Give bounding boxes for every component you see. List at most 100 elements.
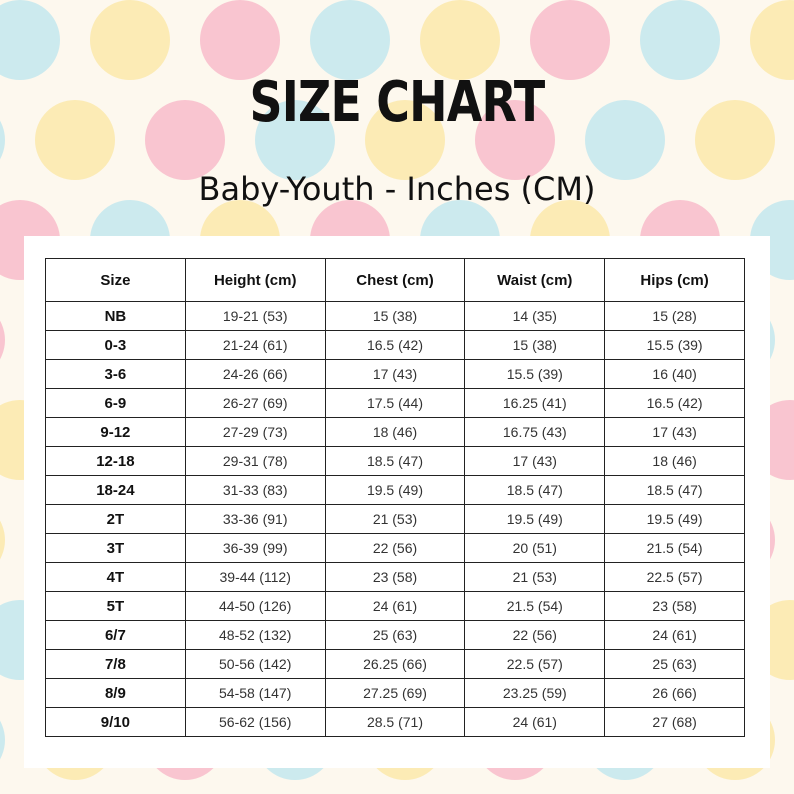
measure-cell: 16.75 (43)	[464, 417, 606, 447]
size-cell: 6/7	[45, 620, 186, 650]
measure-cell: 18.5 (47)	[324, 446, 466, 476]
measure-cell: 17 (43)	[604, 417, 745, 447]
measure-cell: 21.5 (54)	[464, 591, 606, 621]
dot	[145, 100, 225, 180]
table-row: 18-24 31-33 (83) 19.5 (49) 18.5 (47) 18.5 (4…	[45, 475, 745, 505]
measure-cell: 24 (61)	[464, 707, 606, 737]
table-row: 9/10 56-62 (156) 28.5 (71) 24 (61) 27 (68)	[45, 707, 745, 737]
size-table: Size Height (cm) Chest (cm) Waist (cm) Hips …	[45, 258, 745, 737]
dot	[585, 100, 665, 180]
measure-cell: 18 (46)	[604, 446, 745, 476]
measure-cell: 19.5 (49)	[324, 475, 466, 505]
dot	[90, 0, 170, 80]
size-cell: 0-3	[45, 330, 186, 360]
measure-cell: 50-56 (142)	[184, 649, 326, 679]
column-header: Chest (cm)	[324, 258, 466, 302]
measure-cell: 15 (28)	[604, 301, 745, 331]
measure-cell: 15 (38)	[464, 330, 606, 360]
measure-cell: 27-29 (73)	[184, 417, 326, 447]
measure-cell: 19.5 (49)	[464, 504, 606, 534]
table-row: 8/9 54-58 (147) 27.25 (69) 23.25 (59) 26 (66…	[45, 678, 745, 708]
measure-cell: 21.5 (54)	[604, 533, 745, 563]
measure-cell: 15 (38)	[324, 301, 466, 331]
measure-cell: 54-58 (147)	[184, 678, 326, 708]
measure-cell: 22.5 (57)	[464, 649, 606, 679]
measure-cell: 22 (56)	[464, 620, 606, 650]
measure-cell: 26.25 (66)	[324, 649, 466, 679]
dot	[695, 100, 775, 180]
measure-cell: 27.25 (69)	[324, 678, 466, 708]
table-row: 6/7 48-52 (132) 25 (63) 22 (56) 24 (61)	[45, 620, 745, 650]
dot	[750, 0, 794, 80]
table-body: NB 19-21 (53) 15 (38) 14 (35) 15 (28) 0-3 21-2…	[45, 301, 745, 737]
size-cell: 5T	[45, 591, 186, 621]
measure-cell: 16.5 (42)	[324, 330, 466, 360]
measure-cell: 23 (58)	[324, 562, 466, 592]
measure-cell: 21 (53)	[324, 504, 466, 534]
title: SIZE CHART	[249, 70, 546, 135]
measure-cell: 15.5 (39)	[604, 330, 745, 360]
measure-cell: 16 (40)	[604, 359, 745, 389]
measure-cell: 17.5 (44)	[324, 388, 466, 418]
dot	[365, 100, 445, 180]
table-row: 3-6 24-26 (66) 17 (43) 15.5 (39) 16 (40)	[45, 359, 745, 389]
dot	[0, 120, 5, 160]
dot	[420, 0, 500, 80]
measure-cell: 18.5 (47)	[464, 475, 606, 505]
measure-cell: 16.25 (41)	[464, 388, 606, 418]
measure-cell: 39-44 (112)	[184, 562, 326, 592]
dot	[475, 100, 555, 180]
measure-cell: 36-39 (99)	[184, 533, 326, 563]
column-header: Size	[45, 258, 186, 302]
size-cell: 8/9	[45, 678, 186, 708]
table-row: 9-12 27-29 (73) 18 (46) 16.75 (43) 17 (43)	[45, 417, 745, 447]
measure-cell: 24 (61)	[604, 620, 745, 650]
measure-cell: 24-26 (66)	[184, 359, 326, 389]
size-cell: 3T	[45, 533, 186, 563]
subtitle: Baby-Youth - Inches (CM)	[198, 170, 596, 208]
size-cell: 9-12	[45, 417, 186, 447]
measure-cell: 33-36 (91)	[184, 504, 326, 534]
size-cell: 2T	[45, 504, 186, 534]
table-row: 12-18 29-31 (78) 18.5 (47) 17 (43) 18 (46)	[45, 446, 745, 476]
column-header: Waist (cm)	[464, 258, 606, 302]
measure-cell: 21 (53)	[464, 562, 606, 592]
dot	[200, 0, 280, 80]
measure-cell: 22 (56)	[324, 533, 466, 563]
measure-cell: 25 (63)	[324, 620, 466, 650]
measure-cell: 16.5 (42)	[604, 388, 745, 418]
table-row: 6-9 26-27 (69) 17.5 (44) 16.25 (41) 16.5 (42…	[45, 388, 745, 418]
measure-cell: 23.25 (59)	[464, 678, 606, 708]
measure-cell: 27 (68)	[604, 707, 745, 737]
dot	[0, 320, 5, 360]
size-cell: 3-6	[45, 359, 186, 389]
column-header: Height (cm)	[184, 258, 326, 302]
measure-cell: 19.5 (49)	[604, 504, 745, 534]
measure-cell: 14 (35)	[464, 301, 606, 331]
table-row: 7/8 50-56 (142) 26.25 (66) 22.5 (57) 25 (63)	[45, 649, 745, 679]
measure-cell: 18.5 (47)	[604, 475, 745, 505]
measure-cell: 48-52 (132)	[184, 620, 326, 650]
column-header: Hips (cm)	[604, 258, 745, 302]
measure-cell: 44-50 (126)	[184, 591, 326, 621]
dot	[35, 100, 115, 180]
table-row: 2T 33-36 (91) 21 (53) 19.5 (49) 19.5 (49)	[45, 504, 745, 534]
measure-cell: 21-24 (61)	[184, 330, 326, 360]
table-row: 0-3 21-24 (61) 16.5 (42) 15 (38) 15.5 (39)	[45, 330, 745, 360]
size-cell: 7/8	[45, 649, 186, 679]
table-row: 5T 44-50 (126) 24 (61) 21.5 (54) 23 (58)	[45, 591, 745, 621]
dot	[255, 100, 335, 180]
dot	[640, 0, 720, 80]
measure-cell: 56-62 (156)	[184, 707, 326, 737]
header-row: Size Height (cm) Chest (cm) Waist (cm) Hips …	[45, 258, 745, 302]
table-row: 3T 36-39 (99) 22 (56) 20 (51) 21.5 (54)	[45, 533, 745, 563]
dot	[530, 0, 610, 80]
dot	[0, 520, 5, 560]
size-cell: 9/10	[45, 707, 186, 737]
table-row: 4T 39-44 (112) 23 (58) 21 (53) 22.5 (57)	[45, 562, 745, 592]
dot	[0, 720, 5, 760]
measure-cell: 29-31 (78)	[184, 446, 326, 476]
dot	[0, 0, 60, 80]
measure-cell: 17 (43)	[464, 446, 606, 476]
